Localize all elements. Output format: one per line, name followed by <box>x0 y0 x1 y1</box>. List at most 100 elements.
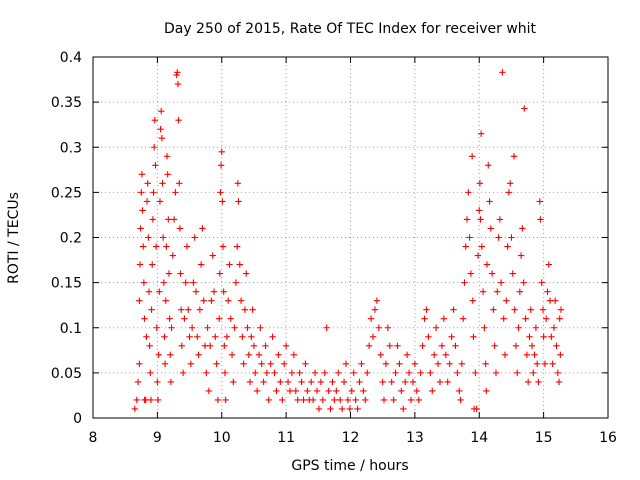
data-point <box>382 360 390 368</box>
data-point <box>188 324 196 331</box>
data-point <box>470 333 477 340</box>
data-point <box>512 342 520 349</box>
data-point <box>521 105 528 112</box>
data-point <box>477 216 484 223</box>
data-point <box>555 378 563 386</box>
data-point <box>195 351 202 359</box>
data-point <box>167 378 175 386</box>
data-point <box>217 189 224 196</box>
data-point <box>143 333 150 340</box>
data-point <box>162 297 169 304</box>
data-point <box>308 378 315 386</box>
data-point <box>133 396 140 404</box>
data-point <box>167 351 174 359</box>
data-point <box>329 378 336 386</box>
data-point <box>344 396 352 404</box>
data-point <box>544 288 551 295</box>
data-point <box>419 342 426 349</box>
data-point <box>360 387 367 395</box>
data-point <box>154 378 161 386</box>
data-point <box>510 153 518 160</box>
y-tick-label: 0.15 <box>51 276 82 292</box>
data-point <box>533 360 541 368</box>
data-point <box>520 279 527 286</box>
data-point <box>454 369 461 377</box>
data-point <box>407 396 415 404</box>
data-point <box>290 351 298 359</box>
data-point <box>478 243 486 250</box>
data-point <box>269 333 276 340</box>
data-point <box>467 270 475 277</box>
data-point <box>252 369 259 377</box>
data-point <box>509 270 516 277</box>
data-point <box>554 369 561 377</box>
data-point <box>240 360 247 368</box>
data-point <box>427 369 434 377</box>
data-point <box>479 288 487 295</box>
data-point <box>136 297 143 304</box>
data-point <box>519 225 526 232</box>
data-point <box>371 306 379 313</box>
data-point <box>177 306 185 313</box>
data-point <box>338 405 346 413</box>
data-point <box>495 234 502 241</box>
data-point <box>438 342 446 349</box>
data-point <box>224 297 232 304</box>
data-point <box>434 360 442 368</box>
data-point <box>425 333 432 340</box>
data-point <box>271 369 278 377</box>
axis-ticks <box>92 56 609 419</box>
grid-lines <box>93 57 608 418</box>
data-point <box>323 324 330 331</box>
data-point <box>379 378 386 386</box>
data-point <box>508 234 515 241</box>
data-point <box>333 387 340 395</box>
data-point <box>365 342 373 349</box>
data-point <box>226 261 233 268</box>
y-tick-labels: 0 0.05 0.1 0.15 0.2 0.25 0.3 0.35 0.4 <box>51 50 82 427</box>
data-point <box>459 315 467 322</box>
data-point <box>199 225 206 232</box>
data-point <box>491 342 498 349</box>
data-point <box>523 351 531 359</box>
y-axis-label: ROTI / TECUs <box>6 192 22 284</box>
data-points <box>131 69 565 413</box>
data-point <box>230 378 237 386</box>
data-point <box>145 234 152 241</box>
data-point <box>148 306 155 313</box>
data-point <box>164 171 171 178</box>
data-point <box>549 360 556 368</box>
data-point <box>514 369 521 377</box>
data-point <box>398 387 405 395</box>
data-point <box>239 333 246 340</box>
data-point <box>496 216 504 223</box>
data-point <box>369 333 377 340</box>
y-tick-label: 0.2 <box>60 231 82 247</box>
data-point <box>388 378 395 386</box>
y-tick-label: 0 <box>73 411 82 427</box>
data-point <box>354 405 361 413</box>
data-point <box>421 315 428 322</box>
x-tick-label: 14 <box>470 430 488 446</box>
data-point <box>473 405 480 413</box>
data-point <box>463 216 471 223</box>
data-point <box>196 306 204 313</box>
data-point <box>411 360 419 368</box>
data-point <box>511 306 518 313</box>
data-point <box>557 351 564 359</box>
data-point <box>456 387 463 395</box>
data-point <box>403 351 411 359</box>
data-point <box>288 369 296 377</box>
data-point <box>423 306 430 313</box>
data-point <box>147 369 154 377</box>
data-point <box>536 198 543 205</box>
data-point <box>144 180 151 187</box>
data-point <box>265 396 272 404</box>
data-point <box>346 405 354 413</box>
data-point <box>192 288 200 295</box>
data-point <box>138 189 145 196</box>
x-tick-label: 9 <box>153 430 162 446</box>
data-point <box>172 189 179 196</box>
data-point <box>556 315 563 322</box>
data-point <box>488 270 496 277</box>
